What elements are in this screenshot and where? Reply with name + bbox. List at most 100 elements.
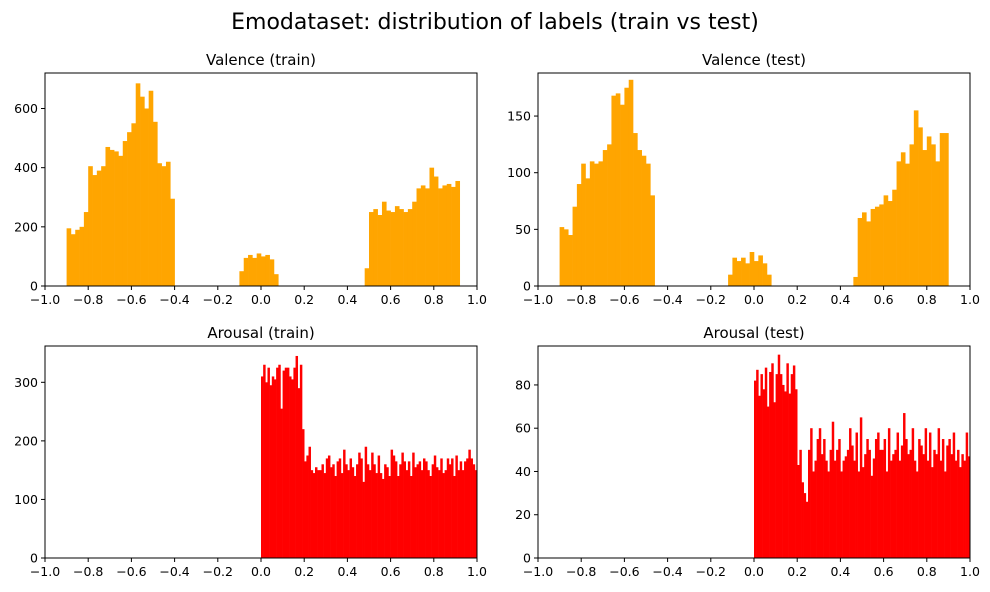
histogram-bar [624,87,630,286]
x-tick-label: 0.6 [874,564,894,579]
histogram-bar [941,439,945,558]
histogram-bar [890,460,893,558]
histogram-bar [349,458,353,558]
histogram-bar [135,83,141,286]
histogram-bar [364,446,368,558]
histogram-bar [261,376,264,558]
histogram-bar [775,374,779,558]
bars [754,354,971,558]
histogram-bar [75,229,80,286]
y-tick-label: 60 [515,421,531,436]
histogram-bar [386,210,391,286]
histogram-bar [381,201,387,286]
histogram-bar [801,482,804,558]
histogram-bar [131,123,137,286]
x-tick-label: −0.6 [116,564,146,579]
x-tick-label: −0.8 [566,292,596,307]
histogram-bar [399,209,404,286]
y-tick-label: 400 [14,160,38,175]
histogram-bar [453,476,456,558]
x-tick-label: 0.0 [251,292,271,307]
histogram-bar [909,449,912,558]
histogram-bar [299,364,303,558]
histogram-bar [379,473,383,558]
histogram-bar [351,467,355,558]
y-tick-label: 0 [30,279,38,294]
histogram-bar [883,195,889,286]
histogram-bar [885,471,889,558]
histogram-bar [948,439,951,558]
histogram-bar [853,276,858,286]
histogram-bar [122,141,128,286]
y-tick-label: 150 [507,109,531,124]
histogram-bar [745,263,750,286]
histogram-bar [788,393,792,558]
x-tick-label: −1.0 [30,292,60,307]
histogram-bar [271,376,275,558]
histogram-bar [913,460,917,558]
y-tick-label: 0 [523,551,531,566]
histogram-bar [944,133,949,286]
histogram-bar [857,471,861,558]
histogram-bar [431,464,435,558]
histogram-bar [161,166,167,286]
y-tick-label: 50 [515,222,531,237]
y-tick-label: 100 [14,492,38,507]
x-tick-label: 0.2 [787,292,807,307]
histogram-bar [256,253,262,286]
histogram-bar [749,252,755,286]
histogram-bar [332,464,335,558]
histogram-bar [736,261,742,286]
histogram-bar [879,204,884,286]
histogram-bar [762,263,768,286]
histogram-bar [304,461,307,558]
histogram-bar [877,432,880,558]
histogram-bar [559,227,565,286]
histogram-bar [883,439,887,558]
histogram-bar [957,449,960,558]
x-tick-label: −1.0 [523,292,553,307]
subplot-4: Arousal (test) −1.0 −0.8 −0.6 −0.4 −0.2 0.0 0.2… [515,324,980,579]
histogram-bar [620,104,625,286]
histogram-bar [269,385,273,558]
histogram-bar [358,452,361,558]
histogram-bar [317,470,320,558]
histogram-bar [308,446,311,558]
histogram-bar [810,428,813,558]
histogram-bar [615,93,621,286]
histogram-bar [444,470,448,558]
histogram-bar [470,458,473,558]
histogram-bar [907,454,910,558]
y-tick-label: 40 [515,464,531,479]
histogram-bar [433,176,439,286]
histogram-bar [792,365,796,558]
y-tick-label: 20 [515,507,531,522]
histogram-bar [280,408,283,558]
x-tick-label: −0.8 [566,564,596,579]
histogram-bar [83,212,89,286]
histogram-bar [433,455,437,558]
histogram-bar [782,384,785,558]
histogram-bar [814,460,817,558]
histogram-bar [92,175,98,286]
histogram-bar [356,464,359,558]
histogram-bar [766,274,772,286]
histogram-bar [423,458,426,558]
histogram-bar [866,439,869,558]
histogram-bar [870,208,876,286]
x-tick-label: −0.6 [609,564,639,579]
histogram-bar [442,185,448,286]
histogram-bar [306,455,309,558]
histogram-bar [879,449,882,558]
histogram-bar [114,151,119,286]
histogram-bar [392,455,396,558]
y-tick-label: 0 [30,551,38,566]
histogram-bar [457,470,461,558]
histogram-bar [373,464,376,558]
histogram-bar [405,470,409,558]
histogram-bar [887,428,891,558]
histogram-bar [412,452,415,558]
x-tick-label: 0.2 [787,564,807,579]
histogram-bar [827,471,830,558]
histogram-bar [319,470,322,558]
